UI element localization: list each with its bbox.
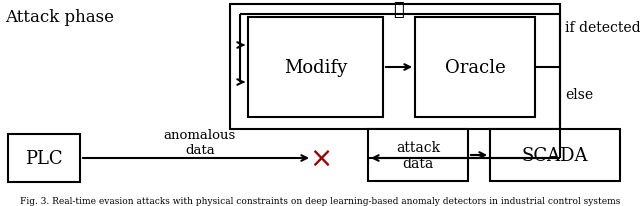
Bar xyxy=(230,5,560,129)
Text: Oracle: Oracle xyxy=(445,59,506,77)
Bar xyxy=(490,129,620,181)
Text: SCADA: SCADA xyxy=(522,146,588,164)
Bar xyxy=(8,134,80,182)
Text: PLC: PLC xyxy=(25,149,63,167)
Bar xyxy=(368,129,468,181)
Text: Attack phase: Attack phase xyxy=(5,9,114,26)
Text: anomalous
data: anomalous data xyxy=(164,128,236,156)
Text: attack
data: attack data xyxy=(396,140,440,170)
Text: 🤺: 🤺 xyxy=(392,1,403,19)
Text: Modify: Modify xyxy=(284,59,347,77)
Bar xyxy=(415,18,535,117)
Text: Fig. 3. Real-time evasion attacks with physical constraints on deep learning-bas: Fig. 3. Real-time evasion attacks with p… xyxy=(20,197,620,206)
Text: if detected: if detected xyxy=(565,21,640,35)
Text: $\times$: $\times$ xyxy=(309,145,331,172)
Bar xyxy=(248,18,383,117)
Text: else: else xyxy=(565,88,593,102)
